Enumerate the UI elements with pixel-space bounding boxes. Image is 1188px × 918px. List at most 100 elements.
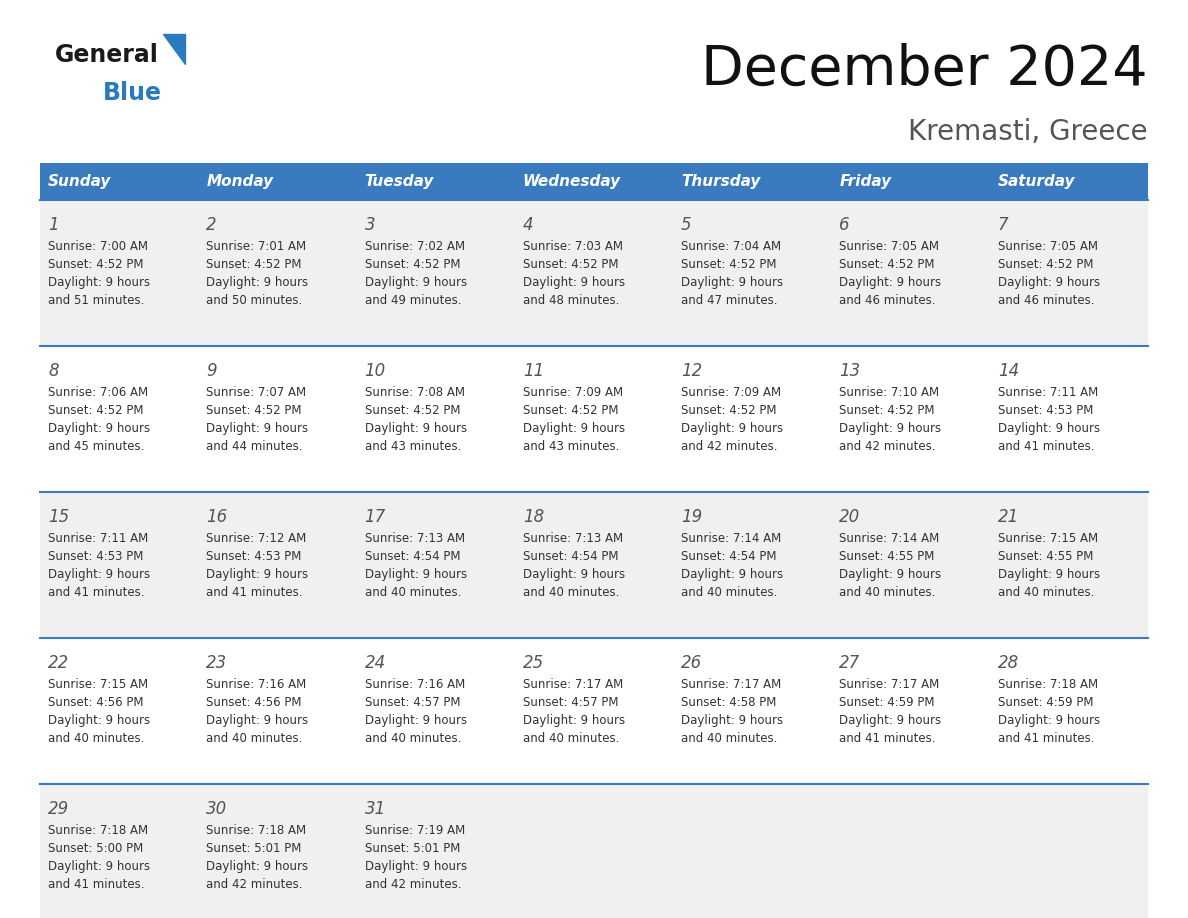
Text: Kremasti, Greece: Kremasti, Greece xyxy=(909,118,1148,146)
Text: General: General xyxy=(55,43,159,67)
Text: Sunset: 4:52 PM: Sunset: 4:52 PM xyxy=(681,258,777,271)
Text: and 42 minutes.: and 42 minutes. xyxy=(365,878,461,891)
Text: and 40 minutes.: and 40 minutes. xyxy=(523,732,619,745)
Bar xyxy=(674,492,832,638)
Text: Daylight: 9 hours: Daylight: 9 hours xyxy=(207,860,309,873)
Text: Sunset: 4:59 PM: Sunset: 4:59 PM xyxy=(840,696,935,709)
Text: and 40 minutes.: and 40 minutes. xyxy=(998,586,1094,599)
Text: Sunset: 4:54 PM: Sunset: 4:54 PM xyxy=(681,550,777,563)
Text: 24: 24 xyxy=(365,654,386,672)
Bar xyxy=(198,346,356,492)
Text: Sunrise: 7:02 AM: Sunrise: 7:02 AM xyxy=(365,240,465,253)
Text: Sunrise: 7:11 AM: Sunrise: 7:11 AM xyxy=(48,532,148,545)
Text: Sunrise: 7:17 AM: Sunrise: 7:17 AM xyxy=(523,678,624,691)
Text: Sunset: 4:52 PM: Sunset: 4:52 PM xyxy=(998,258,1093,271)
Text: and 46 minutes.: and 46 minutes. xyxy=(998,294,1094,307)
Bar xyxy=(356,638,514,784)
Text: 9: 9 xyxy=(207,362,217,380)
Text: Sunset: 4:52 PM: Sunset: 4:52 PM xyxy=(48,404,144,417)
Text: 29: 29 xyxy=(48,800,69,818)
Text: Daylight: 9 hours: Daylight: 9 hours xyxy=(681,276,783,289)
Text: Daylight: 9 hours: Daylight: 9 hours xyxy=(523,568,625,581)
Text: 12: 12 xyxy=(681,362,702,380)
Text: Daylight: 9 hours: Daylight: 9 hours xyxy=(998,714,1100,727)
Text: Sunrise: 7:09 AM: Sunrise: 7:09 AM xyxy=(681,386,782,399)
Text: Daylight: 9 hours: Daylight: 9 hours xyxy=(840,714,942,727)
Text: Daylight: 9 hours: Daylight: 9 hours xyxy=(48,860,150,873)
Text: Sunrise: 7:04 AM: Sunrise: 7:04 AM xyxy=(681,240,782,253)
Bar xyxy=(514,638,674,784)
Text: and 45 minutes.: and 45 minutes. xyxy=(48,440,145,453)
Text: and 41 minutes.: and 41 minutes. xyxy=(998,440,1094,453)
Bar xyxy=(356,492,514,638)
Text: and 40 minutes.: and 40 minutes. xyxy=(207,732,303,745)
Bar xyxy=(356,163,514,200)
Text: Daylight: 9 hours: Daylight: 9 hours xyxy=(840,568,942,581)
Text: Daylight: 9 hours: Daylight: 9 hours xyxy=(365,422,467,435)
Text: and 41 minutes.: and 41 minutes. xyxy=(207,586,303,599)
Bar xyxy=(356,200,514,346)
Text: Sunrise: 7:16 AM: Sunrise: 7:16 AM xyxy=(365,678,465,691)
Text: Daylight: 9 hours: Daylight: 9 hours xyxy=(365,714,467,727)
Text: Sunset: 4:53 PM: Sunset: 4:53 PM xyxy=(998,404,1093,417)
Bar xyxy=(832,163,990,200)
Text: 6: 6 xyxy=(840,216,851,234)
Bar xyxy=(674,784,832,918)
Text: Sunrise: 7:15 AM: Sunrise: 7:15 AM xyxy=(48,678,148,691)
Bar xyxy=(198,784,356,918)
Text: and 47 minutes.: and 47 minutes. xyxy=(681,294,778,307)
Bar xyxy=(40,346,198,492)
Bar xyxy=(514,492,674,638)
Text: Sunset: 4:53 PM: Sunset: 4:53 PM xyxy=(207,550,302,563)
Text: Thursday: Thursday xyxy=(681,174,760,189)
Text: Daylight: 9 hours: Daylight: 9 hours xyxy=(48,422,150,435)
Text: Daylight: 9 hours: Daylight: 9 hours xyxy=(681,714,783,727)
Text: 3: 3 xyxy=(365,216,375,234)
Bar xyxy=(198,163,356,200)
Text: Friday: Friday xyxy=(840,174,891,189)
Text: Sunrise: 7:03 AM: Sunrise: 7:03 AM xyxy=(523,240,623,253)
Text: Sunset: 4:52 PM: Sunset: 4:52 PM xyxy=(207,258,302,271)
Text: Sunset: 4:52 PM: Sunset: 4:52 PM xyxy=(840,404,935,417)
Text: and 48 minutes.: and 48 minutes. xyxy=(523,294,619,307)
Text: Sunset: 4:55 PM: Sunset: 4:55 PM xyxy=(998,550,1093,563)
Text: Daylight: 9 hours: Daylight: 9 hours xyxy=(998,568,1100,581)
Text: and 43 minutes.: and 43 minutes. xyxy=(365,440,461,453)
Bar xyxy=(832,346,990,492)
Bar xyxy=(356,346,514,492)
Text: Daylight: 9 hours: Daylight: 9 hours xyxy=(840,276,942,289)
Text: Sunrise: 7:05 AM: Sunrise: 7:05 AM xyxy=(998,240,1098,253)
Text: Sunset: 4:57 PM: Sunset: 4:57 PM xyxy=(523,696,619,709)
Text: 26: 26 xyxy=(681,654,702,672)
Text: and 40 minutes.: and 40 minutes. xyxy=(365,586,461,599)
Text: 30: 30 xyxy=(207,800,228,818)
Text: Blue: Blue xyxy=(103,81,162,105)
Text: 19: 19 xyxy=(681,508,702,526)
Bar xyxy=(40,163,198,200)
Text: 7: 7 xyxy=(998,216,1009,234)
Bar xyxy=(832,638,990,784)
Text: 21: 21 xyxy=(998,508,1019,526)
Text: 20: 20 xyxy=(840,508,860,526)
Text: Sunset: 4:52 PM: Sunset: 4:52 PM xyxy=(840,258,935,271)
Text: 18: 18 xyxy=(523,508,544,526)
Text: 27: 27 xyxy=(840,654,860,672)
Text: Sunrise: 7:18 AM: Sunrise: 7:18 AM xyxy=(998,678,1098,691)
Bar xyxy=(990,784,1148,918)
Text: Sunrise: 7:05 AM: Sunrise: 7:05 AM xyxy=(840,240,940,253)
Text: Daylight: 9 hours: Daylight: 9 hours xyxy=(681,568,783,581)
Text: Monday: Monday xyxy=(207,174,273,189)
Text: and 49 minutes.: and 49 minutes. xyxy=(365,294,461,307)
Bar xyxy=(674,346,832,492)
Text: and 51 minutes.: and 51 minutes. xyxy=(48,294,145,307)
Text: 23: 23 xyxy=(207,654,228,672)
Bar xyxy=(990,163,1148,200)
Text: Sunset: 4:58 PM: Sunset: 4:58 PM xyxy=(681,696,777,709)
Text: 28: 28 xyxy=(998,654,1019,672)
Text: 17: 17 xyxy=(365,508,386,526)
Text: 14: 14 xyxy=(998,362,1019,380)
Text: Daylight: 9 hours: Daylight: 9 hours xyxy=(207,276,309,289)
Text: Wednesday: Wednesday xyxy=(523,174,621,189)
Text: and 41 minutes.: and 41 minutes. xyxy=(840,732,936,745)
Bar xyxy=(40,638,198,784)
